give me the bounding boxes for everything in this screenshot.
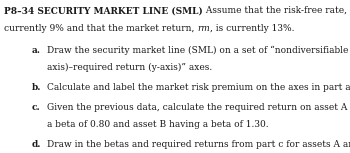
Text: P8–34 SECURITY MARKET LINE (SML): P8–34 SECURITY MARKET LINE (SML) [4,6,203,15]
Text: b.: b. [32,83,41,92]
Text: , is currently 13%.: , is currently 13%. [210,24,295,33]
Text: Draw in the betas and required returns from part c for assets A and B on: Draw in the betas and required returns f… [47,140,350,149]
Text: Draw the security market line (SML) on a set of “nondiversifiable risk (x-: Draw the security market line (SML) on a… [47,46,350,55]
Text: Calculate and label the market risk premium on the axes in part a.: Calculate and label the market risk prem… [47,83,350,92]
Text: a.: a. [32,46,41,55]
Text: axis)–required return (y-axis)” axes.: axis)–required return (y-axis)” axes. [47,63,212,72]
Text: d.: d. [32,140,41,149]
Text: currently 9% and that the market return,: currently 9% and that the market return, [4,24,197,33]
Text: rm: rm [197,24,210,33]
Text: a beta of 0.80 and asset B having a beta of 1.30.: a beta of 0.80 and asset B having a beta… [47,120,269,129]
Text: c.: c. [32,103,40,112]
Text: Assume that the risk-free rate,: Assume that the risk-free rate, [203,6,350,15]
Text: Given the previous data, calculate the required return on asset A having: Given the previous data, calculate the r… [47,103,350,112]
